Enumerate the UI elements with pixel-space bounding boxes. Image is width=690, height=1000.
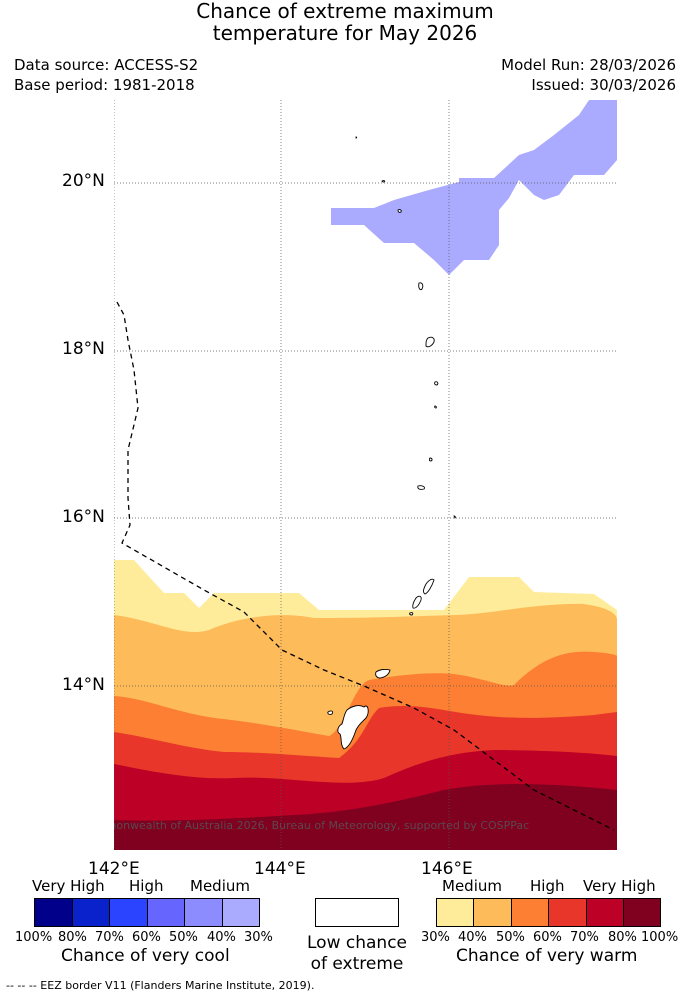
data-source: Data source: ACCESS-S2 [14,56,199,74]
lon-label-146e: 146°E [421,859,473,879]
lat-label-16n: 16°N [62,507,105,527]
island-guguan [434,405,437,409]
island-guam [337,705,369,750]
band-cool-40 [331,100,617,275]
warm-swatch-60-70 [549,899,587,926]
lat-label-20n: 20°N [62,171,105,191]
warm-swatch-50-60 [512,899,549,926]
island-alamagan [434,381,439,386]
lat-label-14n: 14°N [62,675,105,695]
low-chance-line-1: Low chance [307,933,407,953]
eez-border [116,301,615,831]
lon-label-142e: 142°E [88,859,140,879]
island-saipan [423,578,435,595]
warm-pct-70: 70% [570,930,599,945]
cool-word-high: High [129,877,164,895]
title-line-2: temperature for May 2026 [212,21,478,45]
island-reef [327,710,334,715]
cool-caption: Chance of very cool [61,946,230,966]
lat-label-18n: 18°N [62,339,105,359]
island-asuncion [397,209,402,213]
base-period: Base period: 1981-2018 [14,76,195,94]
cool-pct-60: 60% [132,930,161,945]
cool-pct-40: 40% [207,930,236,945]
cool-swatch-80-70 [73,899,110,926]
warm-swatch-30-40 [437,899,474,926]
warm-pct-40: 40% [458,930,487,945]
island-rota [375,668,391,679]
cool-pct-30: 30% [244,930,273,945]
island-sarigan [428,457,433,462]
cool-swatch-40-30 [223,899,259,926]
island-pagan [425,336,435,348]
warm-word-very-high: Very High [583,877,656,895]
low-chance-swatch [315,898,399,927]
cool-pct-100: 100% [15,930,53,945]
copyright-text: © Commonwealth of Australia 2026, Bureau… [114,819,529,832]
forecast-map: © Commonwealth of Australia 2026, Bureau… [114,100,617,850]
lon-label-144e: 144°E [254,859,306,879]
island-small-1 [453,515,456,519]
band-warm-80 [114,784,617,850]
island-tinian [412,595,422,609]
warm-swatch-40-50 [474,899,512,926]
cool-swatch-50-40 [185,899,223,926]
warm-pct-30: 30% [421,930,450,945]
cool-pct-50: 50% [169,930,198,945]
warm-colorbar [436,898,661,927]
island-aguijan [409,612,414,616]
cool-swatch-60-50 [148,899,185,926]
cool-swatch-70-60 [110,899,148,926]
island-anatahan [417,485,425,490]
warm-word-medium: Medium [442,877,502,895]
cool-pct-70: 70% [95,930,124,945]
island-uracas [355,136,358,139]
warm-pct-80: 80% [608,930,637,945]
cool-swatch-100-80 [35,899,73,926]
warm-swatch-80-100 [624,899,660,926]
eez-footnote: -- -- -- EEZ border V11 (Flanders Marine… [6,979,315,992]
issued-date: Issued: 30/03/2026 [531,76,676,94]
island-agrihan [418,282,424,291]
low-chance-line-2: of extreme [310,954,404,974]
cool-word-medium: Medium [190,877,250,895]
cool-word-very-high: Very High [32,877,105,895]
model-run: Model Run: 28/03/2026 [501,56,676,74]
warm-swatch-70-80 [587,899,624,926]
cool-colorbar [34,898,260,927]
island-maug [381,180,386,183]
warm-pct-100: 100% [641,930,679,945]
warm-pct-60: 60% [533,930,562,945]
warm-caption: Chance of very warm [456,946,638,966]
warm-word-high: High [530,877,565,895]
warm-pct-50: 50% [496,930,525,945]
title-line-1: Chance of extreme maximum [196,0,494,23]
cool-pct-80: 80% [58,930,87,945]
